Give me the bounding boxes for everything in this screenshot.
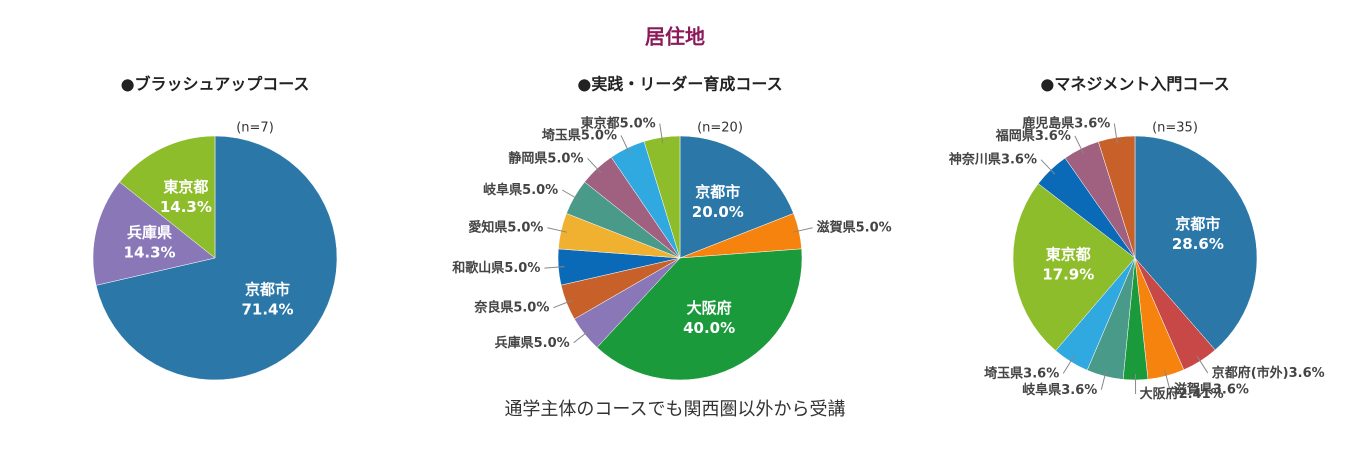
slice-label: 滋賀県5.0% bbox=[817, 219, 892, 235]
page-title: 居住地 bbox=[645, 25, 705, 49]
slice-value: 5.0% bbox=[513, 300, 549, 315]
slice-label: 兵庫県 bbox=[127, 224, 172, 242]
slice-value: 3.6% bbox=[1023, 366, 1059, 381]
slice-label: 京都府(市外)3.6% bbox=[1212, 364, 1325, 380]
slice-label: 鹿児島県3.6% bbox=[1022, 115, 1110, 131]
slice-value: 5.0% bbox=[522, 183, 558, 198]
slice-value: 5.0% bbox=[534, 335, 570, 350]
slice-label: 和歌山県5.0% bbox=[452, 260, 540, 276]
slice-value: 2.41% bbox=[1179, 386, 1224, 401]
pie-slice bbox=[1134, 135, 1258, 351]
leader-line bbox=[1062, 356, 1075, 374]
leader-line bbox=[553, 299, 573, 309]
slice-value: 17.9% bbox=[1042, 265, 1094, 283]
slice-label: 埼玉県5.0% bbox=[542, 127, 617, 143]
slice-name: 岐阜県 bbox=[483, 182, 522, 198]
pie-slice bbox=[95, 135, 338, 381]
slice-value: 3.6% bbox=[1074, 116, 1110, 131]
pie-title: ●マネジメント入門コース bbox=[1040, 75, 1229, 94]
leader-line bbox=[1196, 355, 1209, 374]
slice-label: 京都市 bbox=[245, 280, 290, 298]
slice-label: 福岡県3.6% bbox=[995, 128, 1071, 144]
leader-line bbox=[1100, 370, 1107, 390]
pie-title: ●ブラッシュアップコース bbox=[121, 75, 310, 94]
leader-line bbox=[1040, 159, 1056, 175]
slice-label: 兵庫県5.0% bbox=[495, 334, 570, 350]
pie-slice bbox=[1012, 183, 1136, 352]
slice-name: 岐阜県 bbox=[1022, 381, 1061, 397]
slice-label: 神奈川県3.6% bbox=[949, 151, 1037, 167]
slice-value: 20.0% bbox=[692, 203, 744, 221]
slice-label: 奈良県5.0% bbox=[473, 299, 549, 315]
slice-value: 5.0% bbox=[547, 151, 583, 166]
slice-value: 5.0% bbox=[507, 220, 543, 235]
leader-line bbox=[1113, 123, 1118, 144]
leader-line bbox=[792, 227, 813, 233]
sample-size: (n=7) bbox=[236, 121, 274, 136]
slice-value: 71.4% bbox=[241, 300, 293, 318]
pie-slice bbox=[92, 181, 216, 286]
slice-name: 滋賀県 bbox=[1174, 381, 1213, 397]
slice-name: 兵庫県 bbox=[495, 334, 534, 350]
leader-line bbox=[587, 157, 602, 174]
leader-line bbox=[561, 189, 580, 201]
leader-line bbox=[620, 135, 631, 154]
slice-value: 5.0% bbox=[581, 128, 617, 143]
sample-size: (n=35) bbox=[1152, 121, 1198, 136]
slice-name: 埼玉県 bbox=[542, 127, 581, 143]
slice-name: 静岡県 bbox=[508, 150, 547, 166]
slice-name: 滋賀県 bbox=[817, 219, 856, 235]
slice-name: 東京都 bbox=[581, 115, 620, 131]
pie-slice bbox=[679, 135, 794, 259]
caption: 通学主体のコースでも関西圏以外から受講 bbox=[504, 399, 845, 420]
slice-value: 40.0% bbox=[683, 319, 735, 337]
slice-value: 3.6% bbox=[1213, 382, 1249, 397]
slice-name: 大阪府 bbox=[1140, 385, 1179, 401]
slice-name: 和歌山県 bbox=[452, 260, 504, 276]
leader-line bbox=[1164, 370, 1171, 390]
slice-value: 3.6% bbox=[1035, 129, 1071, 144]
slice-label: 埼玉県3.6% bbox=[984, 365, 1059, 381]
slice-value: 3.6% bbox=[1061, 382, 1097, 397]
slice-value: 5.0% bbox=[504, 261, 540, 276]
slice-name: 愛知県 bbox=[468, 219, 507, 235]
pie-title: ●実践・リーダー育成コース bbox=[577, 75, 782, 94]
slice-name: 鹿児島県 bbox=[1022, 115, 1074, 131]
sample-size: (n=20) bbox=[697, 121, 743, 136]
slice-label: 滋賀県3.6% bbox=[1174, 381, 1249, 397]
leader-line bbox=[573, 329, 590, 344]
slice-label: 京都市 bbox=[1175, 215, 1220, 233]
slice-name: 奈良県 bbox=[473, 299, 513, 315]
slice-label: 大阪府2.41% bbox=[1140, 385, 1224, 401]
leader-line bbox=[544, 266, 565, 269]
slice-label: 東京都5.0% bbox=[581, 115, 656, 131]
pie-slice bbox=[596, 248, 803, 381]
slice-value: 3.6% bbox=[1001, 152, 1037, 167]
slice-value: 28.6% bbox=[1172, 235, 1224, 253]
slice-label: 岐阜県5.0% bbox=[483, 182, 558, 198]
slice-name: 京都府(市外) bbox=[1212, 364, 1289, 380]
slice-name: 神奈川県 bbox=[949, 151, 1001, 167]
slice-value: 3.6% bbox=[1289, 365, 1325, 380]
slice-value: 5.0% bbox=[856, 220, 892, 235]
slice-name: 福岡県 bbox=[995, 128, 1035, 144]
slice-value: 14.3% bbox=[160, 198, 212, 216]
pie-slice bbox=[119, 135, 216, 259]
slice-value: 5.0% bbox=[620, 116, 656, 131]
slice-value: 14.3% bbox=[124, 244, 176, 262]
slice-label: 大阪府 bbox=[687, 299, 732, 317]
slice-label: 愛知県5.0% bbox=[468, 219, 543, 235]
leader-line bbox=[1074, 135, 1085, 155]
slice-label: 岐阜県3.6% bbox=[1022, 381, 1097, 397]
slice-label: 東京都 bbox=[163, 178, 208, 196]
slice-label: 静岡県5.0% bbox=[508, 150, 583, 166]
leader-line bbox=[659, 123, 664, 144]
slice-name: 埼玉県 bbox=[984, 365, 1023, 381]
slice-label: 東京都 bbox=[1046, 245, 1091, 263]
slice-label: 京都市 bbox=[695, 183, 740, 201]
leader-line bbox=[547, 227, 568, 233]
